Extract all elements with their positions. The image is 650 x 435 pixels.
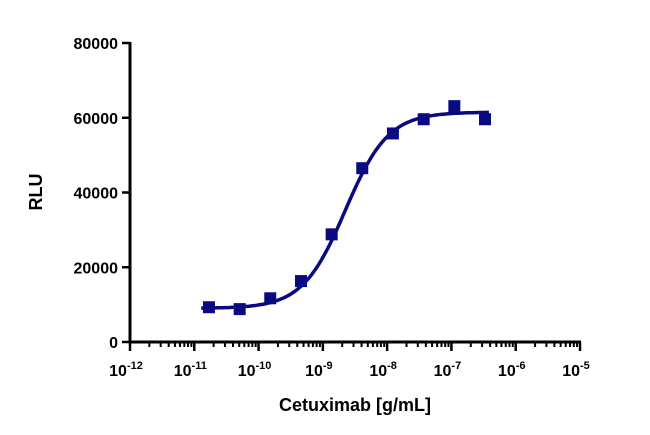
x-tick-exponent: -7 — [451, 360, 461, 372]
x-tick-exponent: -10 — [256, 360, 272, 372]
x-tick-labels: 10-12 10-11 10-10 10-9 10-8 10-7 10-6 10-5 — [109, 360, 590, 380]
x-tick-base: 10 — [369, 363, 387, 380]
data-point — [479, 113, 492, 126]
data-point — [264, 292, 277, 305]
y-tick-label: 0 — [109, 335, 118, 352]
x-tick-label: 10-12 — [109, 360, 143, 380]
data-points — [202, 100, 492, 316]
x-tick-label: 10-5 — [562, 360, 590, 380]
data-point — [325, 228, 338, 241]
x-tick-label: 10-7 — [434, 360, 462, 380]
axes — [122, 41, 582, 351]
x-tick-base: 10 — [109, 363, 127, 380]
x-tick-base: 10 — [498, 363, 516, 380]
x-tick-label: 10-8 — [369, 360, 397, 380]
data-point — [202, 301, 215, 314]
x-axis-title: Cetuximab [g/mL] — [279, 395, 431, 415]
x-tick-exponent: -6 — [516, 360, 526, 372]
x-tick-base: 10 — [434, 363, 452, 380]
data-point — [356, 162, 369, 175]
x-tick-label: 10-6 — [498, 360, 526, 380]
fit-curve — [201, 110, 489, 310]
x-tick-label: 10-11 — [174, 360, 207, 380]
x-tick-base: 10 — [238, 363, 256, 380]
y-tick-label: 60000 — [74, 111, 119, 128]
x-tick-base: 10 — [305, 363, 323, 380]
x-tick-base: 10 — [174, 363, 192, 380]
data-point — [294, 275, 307, 288]
y-tick-label: 20000 — [74, 260, 119, 277]
x-tick-label: 10-10 — [238, 360, 272, 380]
x-tick-exponent: -9 — [323, 360, 333, 372]
x-tick-base: 10 — [562, 363, 580, 380]
data-point — [386, 127, 399, 140]
x-tick-exponent: -5 — [580, 360, 590, 372]
data-point — [233, 303, 246, 316]
x-tick-label: 10-9 — [305, 360, 333, 380]
x-tick-exponent: -12 — [127, 360, 143, 372]
data-point — [417, 113, 430, 126]
y-tick-label: 80000 — [74, 36, 119, 53]
x-tick-exponent: -8 — [387, 360, 397, 372]
y-tick-label: 40000 — [74, 186, 119, 203]
y-tick-labels: 0 20000 40000 60000 80000 — [74, 36, 119, 352]
x-tick-exponent: -11 — [192, 360, 207, 372]
data-point — [448, 100, 461, 113]
y-axis-title: RLU — [26, 174, 46, 211]
